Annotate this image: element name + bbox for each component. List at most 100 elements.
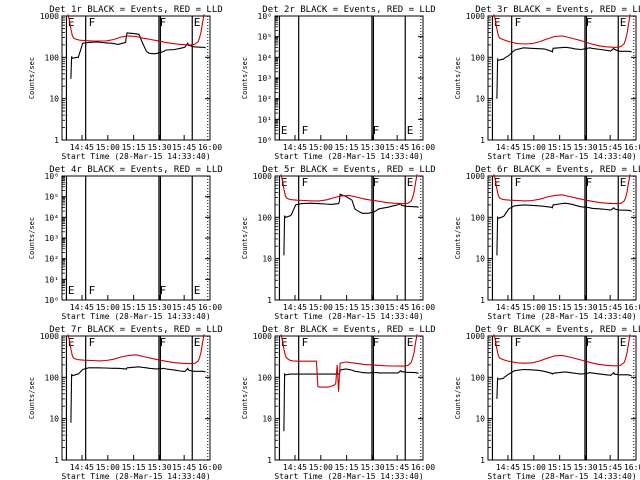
x-tick-label: 15:30 bbox=[147, 303, 171, 312]
y-axis-label: Counts/sec bbox=[241, 57, 249, 99]
x-tick-label: 15:00 bbox=[96, 143, 120, 152]
x-tick-label: 15:00 bbox=[522, 463, 546, 472]
flag-label: E bbox=[68, 16, 75, 29]
y-tick-label: 10¹ bbox=[258, 115, 272, 124]
x-axis-label: Start Time (28-Mar-15 14:33:40) bbox=[487, 472, 636, 480]
events-series bbox=[496, 46, 632, 99]
flag-label: E bbox=[281, 124, 288, 137]
x-tick-label: 15:15 bbox=[335, 143, 359, 152]
flag-label: E bbox=[68, 336, 75, 349]
y-tick-label: 10⁶ bbox=[45, 172, 59, 181]
x-tick-label: 16:00 bbox=[198, 303, 222, 312]
chart-title: Det 6r BLACK = Events, RED = LLD bbox=[475, 165, 640, 175]
x-tick-label: 15:30 bbox=[573, 463, 597, 472]
y-tick-label: 10³ bbox=[45, 234, 59, 243]
y-tick-label: 10 bbox=[475, 95, 485, 104]
x-tick-label: 15:15 bbox=[335, 303, 359, 312]
x-tick-label: 15:45 bbox=[385, 143, 409, 152]
flag-label: E bbox=[620, 16, 627, 29]
y-tick-label: 100 bbox=[258, 373, 273, 382]
x-tick-label: 14:45 bbox=[70, 463, 94, 472]
x-tick-label: 16:00 bbox=[624, 463, 640, 472]
x-tick-label: 14:45 bbox=[496, 303, 520, 312]
x-axis-label: Start Time (28-Mar-15 14:33:40) bbox=[487, 152, 636, 161]
chart-panel-3: Det 3r BLACK = Events, RED = LLD 1 10 100 10… bbox=[454, 5, 640, 161]
x-tick-label: 15:15 bbox=[548, 143, 572, 152]
x-tick-label: 15:45 bbox=[598, 303, 622, 312]
chart-panel-6: Det 6r BLACK = Events, RED = LLD 1 10 100 10… bbox=[454, 165, 640, 321]
lld-series bbox=[493, 174, 631, 205]
lld-series bbox=[493, 334, 631, 367]
lld-series bbox=[493, 14, 631, 48]
chart-title: Det 2r BLACK = Events, RED = LLD bbox=[262, 5, 435, 15]
x-tick-label: 15:15 bbox=[548, 303, 572, 312]
plot-frame bbox=[487, 335, 637, 461]
y-tick-label: 10 bbox=[475, 255, 485, 264]
flag-label: F bbox=[586, 16, 593, 29]
x-axis-label: Start Time (28-Mar-15 14:33:40) bbox=[274, 312, 423, 321]
x-axis-label: Start Time (28-Mar-15 14:33:40) bbox=[487, 312, 636, 321]
flag-label: E bbox=[194, 284, 201, 297]
flag-label: F bbox=[515, 16, 522, 29]
flag-label: E bbox=[407, 124, 414, 137]
x-tick-label: 14:45 bbox=[70, 303, 94, 312]
flag-label: E bbox=[494, 16, 501, 29]
y-tick-label: 1 bbox=[480, 296, 485, 305]
x-tick-label: 15:30 bbox=[147, 143, 171, 152]
flag-label: F bbox=[586, 176, 593, 189]
y-tick-label: 10 bbox=[475, 415, 485, 424]
y-tick-label: 10¹ bbox=[45, 275, 59, 284]
chart-panel-9: Det 9r BLACK = Events, RED = LLD 1 10 100 10… bbox=[454, 325, 640, 480]
x-axis-label: Start Time (28-Mar-15 14:33:40) bbox=[274, 152, 423, 161]
y-tick-label: 10⁰ bbox=[45, 296, 59, 305]
plot-frame bbox=[274, 15, 424, 141]
plot-frame bbox=[274, 335, 424, 461]
x-tick-label: 15:15 bbox=[122, 303, 146, 312]
x-tick-label: 16:00 bbox=[411, 463, 435, 472]
y-tick-label: 1 bbox=[54, 456, 59, 465]
y-axis-label: Counts/sec bbox=[28, 377, 36, 419]
x-tick-label: 16:00 bbox=[624, 303, 640, 312]
y-tick-label: 1 bbox=[54, 136, 59, 145]
x-tick-label: 15:15 bbox=[122, 463, 146, 472]
y-axis-label: Counts/sec bbox=[241, 217, 249, 259]
y-tick-label: 1000 bbox=[466, 172, 485, 181]
flag-label: F bbox=[373, 176, 380, 189]
y-tick-label: 10⁵ bbox=[45, 193, 59, 202]
y-tick-label: 100 bbox=[471, 213, 486, 222]
flag-label: F bbox=[160, 16, 167, 29]
flag-label: F bbox=[515, 336, 522, 349]
flag-label: E bbox=[281, 336, 288, 349]
x-axis-label: Start Time (28-Mar-15 14:33:40) bbox=[61, 152, 210, 161]
flag-label: F bbox=[586, 336, 593, 349]
chart-panel-8: Det 8r BLACK = Events, RED = LLD 1 10 100 10… bbox=[241, 325, 436, 480]
y-tick-label: 1 bbox=[480, 456, 485, 465]
flag-label: E bbox=[494, 176, 501, 189]
chart-title: Det 1r BLACK = Events, RED = LLD bbox=[49, 5, 222, 15]
flag-label: F bbox=[160, 284, 167, 297]
x-tick-label: 15:45 bbox=[172, 303, 196, 312]
x-tick-label: 15:45 bbox=[172, 143, 196, 152]
x-axis-label: Start Time (28-Mar-15 14:33:40) bbox=[274, 472, 423, 480]
y-tick-label: 10² bbox=[45, 255, 59, 264]
x-tick-label: 15:30 bbox=[573, 303, 597, 312]
x-tick-label: 15:45 bbox=[385, 303, 409, 312]
y-tick-label: 1 bbox=[480, 136, 485, 145]
y-tick-label: 10² bbox=[258, 95, 272, 104]
flag-label: E bbox=[407, 336, 414, 349]
flag-label: E bbox=[281, 176, 288, 189]
y-tick-label: 10 bbox=[49, 415, 59, 424]
flag-label: E bbox=[620, 176, 627, 189]
y-tick-label: 1000 bbox=[40, 332, 59, 341]
chart-panel-5: Det 5r BLACK = Events, RED = LLD 1 10 100 10… bbox=[241, 165, 436, 321]
x-tick-label: 15:45 bbox=[172, 463, 196, 472]
lld-series bbox=[280, 334, 418, 392]
x-tick-label: 15:45 bbox=[598, 463, 622, 472]
chart-title: Det 9r BLACK = Events, RED = LLD bbox=[475, 325, 640, 335]
y-tick-label: 100 bbox=[471, 53, 486, 62]
chart-title: Det 4r BLACK = Events, RED = LLD bbox=[49, 165, 222, 175]
y-tick-label: 1 bbox=[267, 456, 272, 465]
x-tick-label: 14:45 bbox=[283, 463, 307, 472]
plot-frame bbox=[274, 175, 424, 301]
lld-series bbox=[67, 334, 205, 365]
